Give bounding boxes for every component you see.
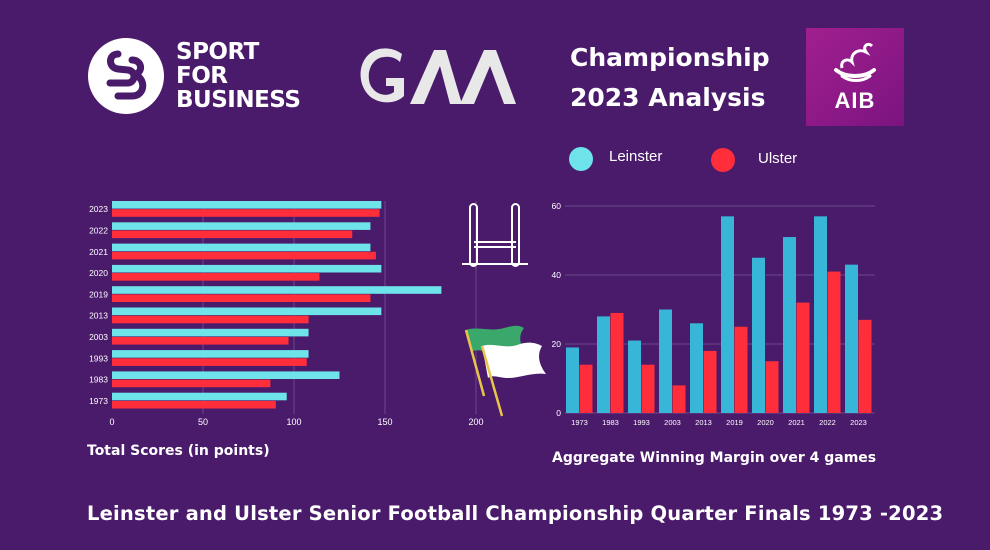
bar-leinster xyxy=(112,371,340,379)
x-tick-label: 100 xyxy=(286,417,301,427)
column-leinster xyxy=(659,309,672,413)
sport-for-business-logo: SPORT FOR BUSINESS xyxy=(88,38,308,118)
bar-leinster xyxy=(112,201,382,209)
column-ulster xyxy=(796,302,810,413)
bar-ulster xyxy=(112,379,271,388)
bar-ulster xyxy=(112,337,289,345)
bar-leinster xyxy=(112,307,382,316)
column-leinster xyxy=(783,237,796,413)
x-tick-label: 1993 xyxy=(633,418,650,427)
column-ulster xyxy=(579,364,593,413)
legend-label-ulster: Ulster xyxy=(758,150,798,167)
y-tick-label: 60 xyxy=(552,201,562,211)
bar-leinster xyxy=(112,328,309,337)
winning-margin-caption: Aggregate Winning Margin over 4 games xyxy=(552,450,877,466)
aib-ark-icon xyxy=(834,42,876,82)
y-tick-label: 0 xyxy=(556,408,561,418)
bar-leinster xyxy=(112,222,371,230)
x-tick-label: 2020 xyxy=(757,418,774,427)
column-ulster xyxy=(641,364,655,413)
aib-logo-text: AIB xyxy=(834,88,876,113)
total-scores-chart: 0 50 100 150 200 2023 2022 2021 2020 2019 2013 2003… xyxy=(89,201,484,427)
aib-logo: AIB xyxy=(806,28,904,126)
bar-leinster xyxy=(112,286,442,294)
winning-margin-chart: 0 20 40 60 1973 1983 1993 2003 2013 2019 2020 2021 2… xyxy=(552,201,875,427)
y-tick-label: 2020 xyxy=(89,268,108,278)
x-tick-label: 1973 xyxy=(571,418,588,427)
total-scores-caption: Total Scores (in points) xyxy=(87,443,270,459)
x-tick-label: 0 xyxy=(109,417,114,427)
goalposts-icon xyxy=(462,203,528,267)
bar-leinster xyxy=(112,243,371,252)
column-leinster xyxy=(628,340,641,413)
sfb-logo-mark xyxy=(88,38,164,114)
column-leinster xyxy=(721,216,734,413)
bar-ulster xyxy=(112,209,380,217)
x-tick-label: 2003 xyxy=(664,418,681,427)
x-tick-label: 2021 xyxy=(788,418,805,427)
column-ulster xyxy=(827,271,841,413)
footer-title: Leinster and Ulster Senior Football Cham… xyxy=(87,502,944,525)
x-tick-label: 200 xyxy=(468,417,483,427)
legend-swatch-leinster xyxy=(569,147,593,171)
x-tick-label: 2013 xyxy=(695,418,712,427)
y-tick-label: 2019 xyxy=(89,289,108,299)
x-tick-label: 150 xyxy=(377,417,392,427)
y-tick-label: 40 xyxy=(552,270,562,280)
bar-ulster xyxy=(112,294,371,302)
bar-leinster xyxy=(112,264,382,273)
x-tick-label: 2019 xyxy=(726,418,743,427)
column-leinster xyxy=(845,264,858,413)
bar-leinster xyxy=(112,392,287,401)
column-leinster xyxy=(690,323,703,413)
column-ulster xyxy=(610,312,624,413)
column-leinster xyxy=(752,257,765,413)
bar-ulster xyxy=(112,400,276,409)
bar-leinster xyxy=(112,350,309,358)
x-tick-label: 2022 xyxy=(819,418,836,427)
bar-ulster xyxy=(112,251,376,260)
gaa-logo-lettering xyxy=(360,48,516,104)
column-ulster xyxy=(858,319,872,413)
gaa-logo xyxy=(350,40,525,112)
page-title: Championship 2023 Analysis xyxy=(570,43,770,112)
legend-swatch-ulster xyxy=(711,148,735,172)
y-tick-label: 2013 xyxy=(89,311,108,321)
waving-flag-icon xyxy=(464,325,546,417)
column-ulster xyxy=(734,326,748,413)
column-leinster xyxy=(814,216,827,413)
legend-label-leinster: Leinster xyxy=(609,148,663,165)
column-ulster xyxy=(672,385,686,413)
column-leinster xyxy=(597,316,610,413)
x-tick-label: 1983 xyxy=(602,418,619,427)
x-tick-label: 2023 xyxy=(850,418,867,427)
bar-ulster xyxy=(112,315,309,324)
y-tick-label: 2021 xyxy=(89,247,108,257)
y-tick-label: 2022 xyxy=(89,226,108,236)
column-leinster xyxy=(566,347,579,413)
y-tick-label: 1993 xyxy=(89,353,108,363)
y-tick-label: 1983 xyxy=(89,375,108,385)
column-ulster xyxy=(765,361,779,413)
sfb-logo-text: SPORT FOR BUSINESS xyxy=(176,39,301,113)
y-tick-label: 2003 xyxy=(89,332,108,342)
bar-ulster xyxy=(112,358,307,366)
bar-ulster xyxy=(112,273,320,281)
x-tick-label: 50 xyxy=(198,417,208,427)
y-tick-label: 2023 xyxy=(89,204,108,214)
column-ulster xyxy=(703,350,717,413)
y-tick-label: 1973 xyxy=(89,396,108,406)
sfb-logo-glyph xyxy=(106,50,147,100)
bar-ulster xyxy=(112,230,353,239)
y-tick-label: 20 xyxy=(552,339,562,349)
